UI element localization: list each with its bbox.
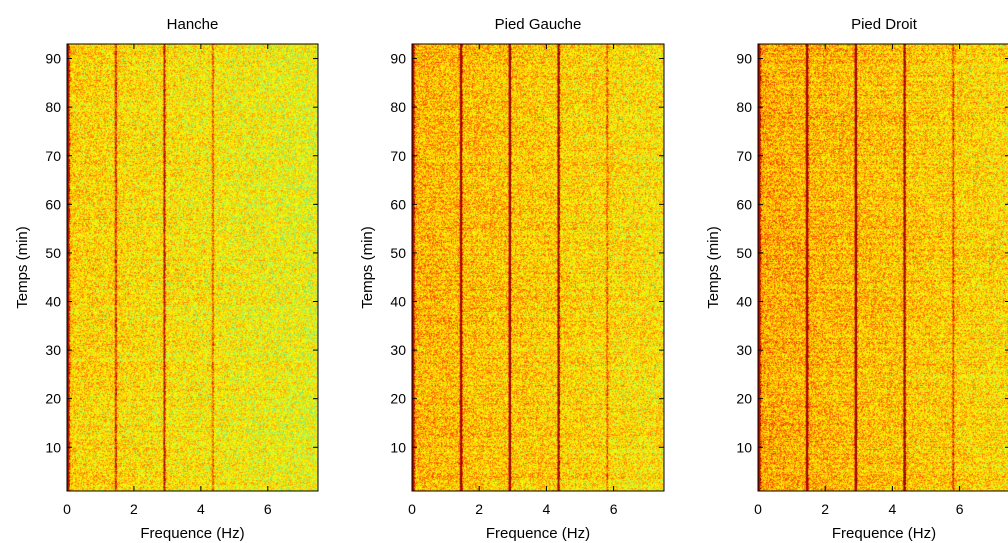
y-tick-label: 30	[390, 342, 406, 358]
x-tick-label: 2	[475, 501, 483, 517]
panel-title: Pied Droit	[851, 16, 918, 33]
panel-title: Hanche	[167, 16, 219, 33]
x-tick-label: 4	[197, 501, 205, 517]
y-tick-label: 90	[390, 51, 406, 67]
y-tick-label: 50	[736, 245, 752, 261]
spectrogram-image	[412, 44, 664, 491]
y-tick-label: 60	[45, 196, 61, 212]
panel-title: Pied Gauche	[495, 16, 582, 33]
y-axis-label: Temps (min)	[14, 226, 31, 309]
y-tick-label: 60	[390, 196, 406, 212]
y-tick-label: 20	[390, 391, 406, 407]
spectrogram-image	[758, 44, 1008, 491]
x-tick-label: 6	[956, 501, 964, 517]
y-tick-label: 30	[45, 342, 61, 358]
y-tick-label: 50	[390, 245, 406, 261]
axes-frame	[757, 43, 1008, 492]
spectrogram-image	[67, 44, 318, 491]
x-tick-label: 4	[889, 501, 897, 517]
y-tick-label: 70	[45, 148, 61, 164]
y-tick-label: 20	[45, 391, 61, 407]
axes-frame	[411, 43, 665, 492]
x-tick-label: 2	[130, 501, 138, 517]
axes-frame	[66, 43, 319, 492]
y-tick-label: 40	[390, 294, 406, 310]
y-tick-label: 80	[390, 99, 406, 115]
x-tick-label: 0	[754, 501, 762, 517]
y-tick-label: 70	[390, 148, 406, 164]
x-tick-label: 6	[264, 501, 272, 517]
y-tick-label: 40	[45, 294, 61, 310]
y-tick-label: 10	[45, 439, 61, 455]
y-tick-label: 10	[390, 439, 406, 455]
x-axis-label: Frequence (Hz)	[832, 525, 936, 542]
y-tick-label: 80	[736, 99, 752, 115]
x-tick-label: 2	[821, 501, 829, 517]
y-tick-label: 80	[45, 99, 61, 115]
y-tick-label: 40	[736, 294, 752, 310]
x-axis-label: Frequence (Hz)	[486, 525, 590, 542]
y-axis-label: Temps (min)	[359, 226, 376, 309]
y-tick-label: 90	[45, 51, 61, 67]
panel-2: 0 2 4 6 10 20 30 40 50 60 70 80 90 Pied Gauche Frequen…	[359, 16, 665, 542]
y-tick-label: 50	[45, 245, 61, 261]
x-tick-label: 0	[408, 501, 416, 517]
panel-1: 0 2 4 6 10 20 30 40 50 60 70 80 90 Hanche Frequence (H…	[14, 16, 319, 542]
y-tick-label: 10	[736, 439, 752, 455]
x-tick-label: 0	[63, 501, 71, 517]
y-tick-label: 20	[736, 391, 752, 407]
x-tick-label: 6	[610, 501, 618, 517]
x-tick-label: 4	[543, 501, 551, 517]
x-axis-label: Frequence (Hz)	[140, 525, 244, 542]
y-tick-label: 60	[736, 196, 752, 212]
y-tick-label: 70	[736, 148, 752, 164]
y-tick-label: 30	[736, 342, 752, 358]
panel-3: 0 2 4 6 10 20 30 40 50 60 70 80 90 Pied Droit Frequenc…	[705, 16, 1008, 542]
y-axis-label: Temps (min)	[705, 226, 722, 309]
y-tick-label: 90	[736, 51, 752, 67]
